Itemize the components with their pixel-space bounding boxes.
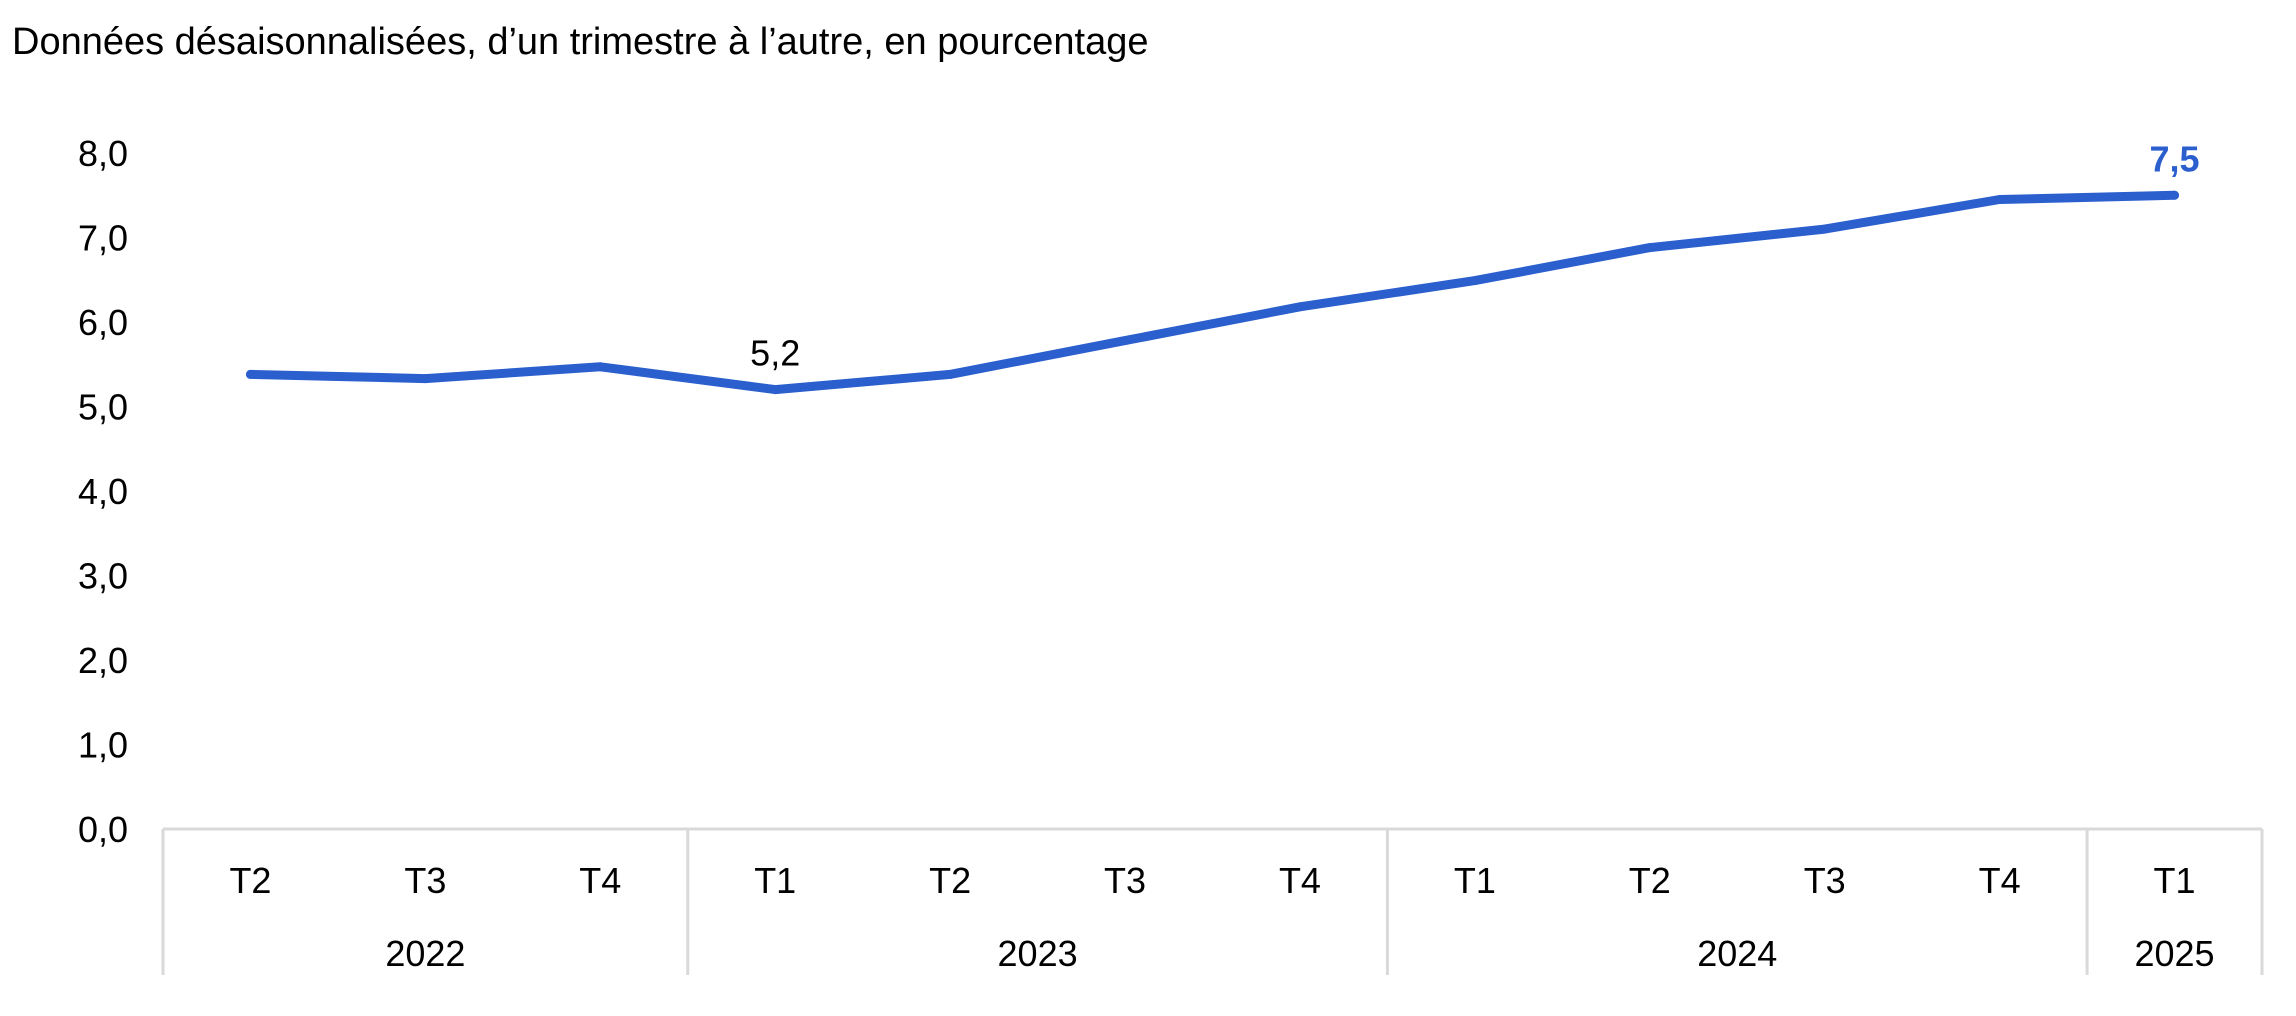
- data-point: [1645, 243, 1655, 253]
- x-tick-label: T1: [754, 860, 796, 901]
- y-tick-label: 2,0: [78, 640, 128, 681]
- x-tick-label: T1: [2154, 860, 2196, 901]
- x-tick-label: T4: [1279, 860, 1321, 901]
- x-tick-label: T3: [404, 860, 446, 901]
- y-tick-label: 3,0: [78, 556, 128, 597]
- series-layer: [245, 190, 2180, 395]
- y-tick-label: 8,0: [78, 133, 128, 174]
- data-point: [945, 369, 955, 379]
- x-tick-label: T2: [229, 860, 271, 901]
- data-point: [420, 374, 430, 384]
- data-point: [770, 385, 780, 395]
- data-point: [2170, 190, 2180, 200]
- x-tick-label: T4: [1979, 860, 2021, 901]
- data-point: [1470, 276, 1480, 286]
- y-tick-label: 0,0: [78, 809, 128, 850]
- data-point: [245, 369, 255, 379]
- y-tick-label: 7,0: [78, 218, 128, 259]
- y-tick-label: 4,0: [78, 471, 128, 512]
- y-tick-label: 5,0: [78, 387, 128, 428]
- year-label: 2022: [385, 933, 465, 974]
- x-tick-label: T2: [929, 860, 971, 901]
- data-point: [1995, 194, 2005, 204]
- data-point: [1820, 224, 1830, 234]
- chart-title: Données désaisonnalisées, d’un trimestre…: [12, 21, 1149, 63]
- y-tick-label: 6,0: [78, 302, 128, 343]
- y-axis: 0,0 1,0 2,0 3,0 4,0 5,0 6,0 7,0 8,0: [78, 133, 128, 850]
- y-tick-label: 1,0: [78, 725, 128, 766]
- data-point: [1120, 336, 1130, 346]
- x-axis: T2 T3 T4 T1 T2 T3 T4 T1 T2 T3 T4 T1 2022 2023 2024 2025: [161, 827, 2264, 975]
- x-tick-label: T2: [1629, 860, 1671, 901]
- annotation-layer: 5,2 7,5: [750, 138, 2199, 373]
- year-label: 2025: [2134, 933, 2214, 974]
- x-tick-label: T4: [579, 860, 621, 901]
- data-label: 5,2: [750, 333, 800, 374]
- x-tick-label: T3: [1104, 860, 1146, 901]
- data-point: [595, 362, 605, 372]
- year-label: 2023: [998, 933, 1078, 974]
- series-line: [246, 190, 2179, 395]
- x-tick-label: T1: [1454, 860, 1496, 901]
- data-point: [1295, 302, 1305, 312]
- data-label: 7,5: [2150, 138, 2200, 179]
- x-tick-label: T3: [1804, 860, 1846, 901]
- year-label: 2024: [1697, 933, 1777, 974]
